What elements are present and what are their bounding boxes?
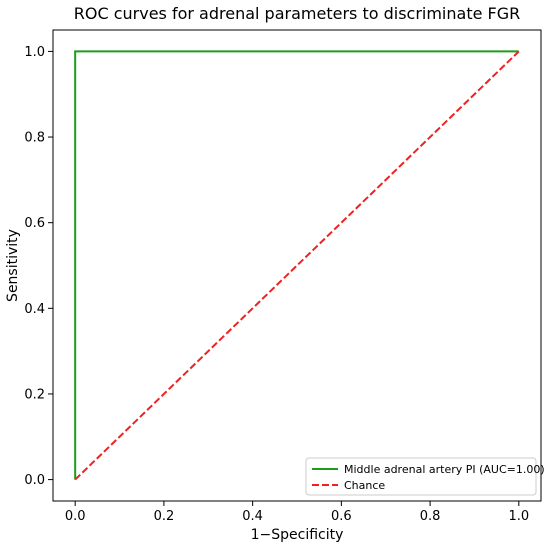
y-tick-label: 0.6 <box>24 216 45 231</box>
x-tick-label: 0.0 <box>65 509 86 524</box>
x-tick-label: 1.0 <box>508 509 529 524</box>
x-tick-label: 0.4 <box>242 509 263 524</box>
y-tick-label: 1.0 <box>24 45 45 60</box>
x-tick-label: 0.8 <box>420 509 441 524</box>
x-axis-ticks: 0.0 0.2 0.4 0.6 0.8 1.0 <box>65 501 529 524</box>
chart-title: ROC curves for adrenal parameters to dis… <box>74 4 521 23</box>
legend-label: Middle adrenal artery PI (AUC=1.00) <box>344 463 545 476</box>
y-tick-label: 0.8 <box>24 131 45 146</box>
y-tick-label: 0.0 <box>24 473 45 488</box>
y-axis-ticks: 0.0 0.2 0.4 0.6 0.8 1.0 <box>24 45 53 488</box>
y-tick-label: 0.2 <box>24 387 45 402</box>
legend: Middle adrenal artery PI (AUC=1.00) Chanc… <box>305 457 545 496</box>
legend-label: Chance <box>344 479 385 492</box>
x-tick-label: 0.6 <box>331 509 352 524</box>
x-tick-label: 0.2 <box>154 509 175 524</box>
plot-area <box>52 29 542 502</box>
legend-box <box>305 457 537 496</box>
series-line-chance <box>74 50 520 481</box>
plot-frame <box>52 29 542 502</box>
x-axis-label: 1−Specificity <box>251 527 344 543</box>
series-layer <box>74 50 520 481</box>
y-axis-label: Sensitivity <box>5 229 21 302</box>
y-tick-label: 0.4 <box>24 302 45 317</box>
series-line-middle-adrenal-artery-pi <box>74 50 519 480</box>
